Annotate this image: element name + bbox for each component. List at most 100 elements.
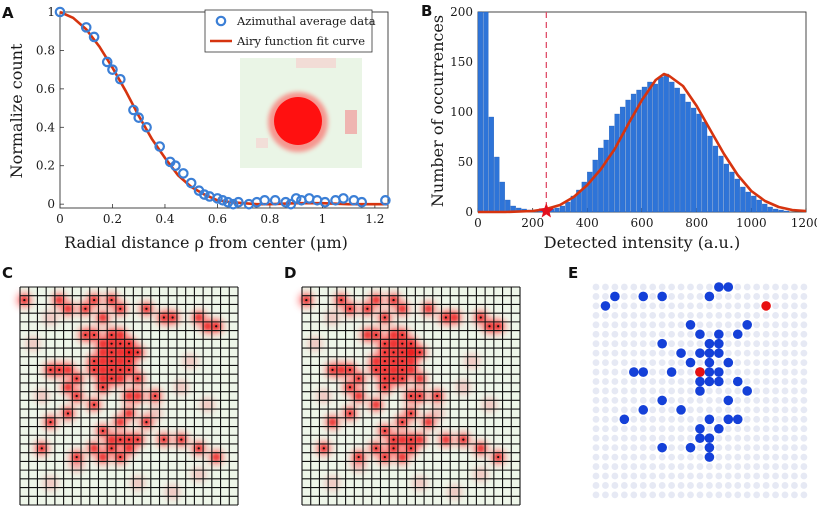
empty-site: [724, 340, 732, 348]
empty-site: [639, 472, 647, 480]
empty-site: [639, 425, 647, 433]
faint-signal: [42, 309, 59, 326]
empty-site: [592, 415, 600, 423]
empty-site: [743, 425, 751, 433]
x-tick-label-b: 200: [521, 216, 544, 230]
atom-core: [424, 305, 433, 313]
empty-site: [630, 311, 638, 319]
histogram-bar: [773, 208, 779, 213]
empty-site: [772, 283, 779, 291]
detection-dot: [479, 316, 482, 319]
empty-site: [630, 463, 638, 470]
y-axis-label-b: Number of occurrences: [428, 15, 447, 207]
empty-site: [649, 311, 657, 319]
atom-core: [99, 357, 107, 365]
empty-site: [772, 491, 779, 499]
histogram-bar: [614, 113, 620, 213]
occupied-site: [714, 329, 724, 340]
occupied-site: [723, 282, 734, 292]
occupied-site: [704, 348, 715, 358]
empty-site: [696, 406, 704, 414]
empty-site: [772, 302, 779, 310]
y-tick-label-b: 100: [450, 105, 473, 119]
empty-site: [743, 397, 751, 404]
empty-site: [781, 444, 789, 452]
empty-site: [687, 463, 694, 470]
atom-core: [398, 305, 406, 313]
detection-dot: [383, 342, 386, 345]
empty-site: [762, 463, 770, 470]
detection-dot: [119, 307, 122, 310]
empty-site: [677, 491, 685, 499]
empty-site: [668, 444, 675, 452]
detection-dot: [127, 368, 131, 371]
empty-site: [753, 397, 761, 404]
empty-site: [781, 415, 789, 423]
atom-core: [424, 418, 433, 426]
x-tick-label-b: 800: [685, 216, 708, 230]
empty-site: [715, 321, 723, 329]
empty-site: [715, 491, 723, 499]
empty-site: [696, 453, 704, 461]
empty-site: [649, 415, 657, 423]
empty-site: [677, 453, 685, 461]
empty-site: [620, 463, 628, 470]
occupied-site: [657, 395, 667, 406]
empty-site: [734, 453, 742, 461]
empty-site: [592, 359, 600, 366]
detection-dot: [93, 360, 96, 363]
atom-core: [107, 435, 116, 444]
data-point-a: [170, 160, 181, 172]
histogram-bar: [696, 113, 702, 213]
empty-site: [791, 491, 798, 499]
empty-site: [639, 340, 647, 348]
empty-site: [630, 425, 638, 433]
empty-site: [734, 472, 742, 480]
empty-site: [762, 482, 770, 489]
empty-site: [791, 311, 798, 319]
detection-dot: [93, 298, 96, 302]
empty-site: [649, 491, 657, 499]
atom-core: [99, 340, 107, 348]
empty-site: [602, 349, 609, 357]
occupied-site: [657, 338, 667, 349]
panel-a: A 0 0.2 0.4 0.6 0.8 1 1.2 0 0.2 0.4 0.6 0.8 1 Azimut…: [2, 4, 391, 252]
empty-site: [715, 397, 723, 404]
empty-site: [602, 444, 609, 452]
empty-site: [602, 293, 609, 300]
detection-dot: [340, 298, 343, 302]
empty-site: [791, 378, 798, 385]
panel-label-c: C: [2, 264, 13, 282]
faint-signal: [307, 335, 323, 352]
empty-site: [649, 387, 657, 395]
empty-site: [639, 397, 647, 404]
empty-site: [658, 349, 666, 357]
empty-site: [592, 340, 600, 348]
empty-site: [706, 311, 713, 319]
occupied-site: [704, 376, 715, 387]
empty-site: [762, 472, 770, 480]
data-point-a: [115, 73, 126, 85]
heatmap-d: [298, 286, 521, 506]
atom-core: [99, 313, 107, 322]
empty-site: [743, 444, 751, 452]
faint-signal: [324, 309, 341, 326]
empty-site: [743, 330, 751, 338]
empty-site: [753, 293, 761, 300]
empty-site: [649, 330, 657, 338]
histogram-bar: [762, 203, 768, 213]
empty-site: [800, 378, 808, 385]
empty-site: [592, 434, 600, 442]
empty-site: [791, 340, 798, 348]
empty-site: [611, 444, 619, 452]
empty-site: [677, 321, 685, 329]
atom-core: [416, 374, 424, 383]
empty-site: [800, 349, 808, 357]
occupied-site: [619, 414, 630, 425]
detection-dot: [392, 298, 395, 302]
histogram-bar: [691, 107, 697, 213]
empty-site: [668, 387, 675, 395]
empty-site: [772, 482, 779, 489]
empty-site: [677, 463, 685, 470]
